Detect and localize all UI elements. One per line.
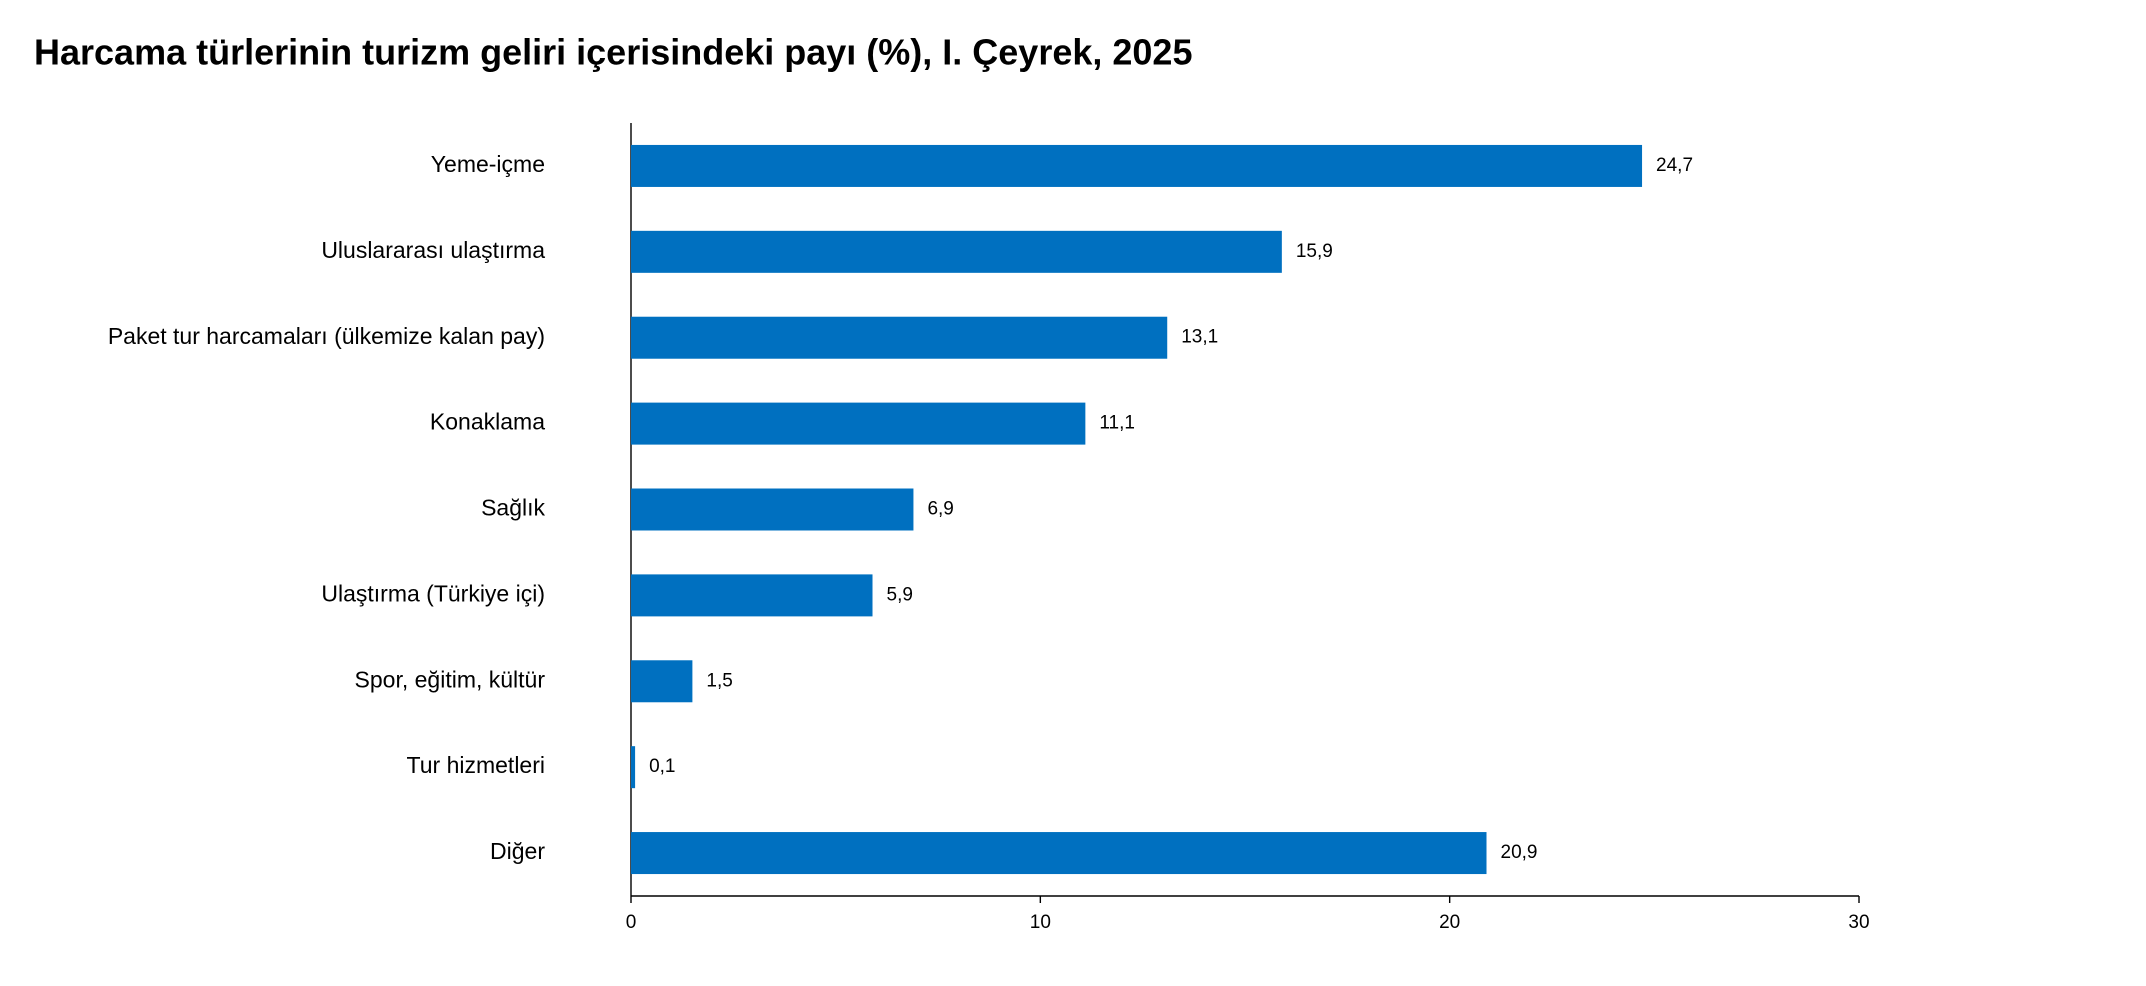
value-label: 5,9 xyxy=(887,584,913,605)
value-label: 6,9 xyxy=(927,499,953,520)
value-label: 11,1 xyxy=(1099,413,1135,434)
y-tick-label: Diğer xyxy=(490,838,545,864)
y-tick-label: Paket tur harcamaları (ülkemize kalan pa… xyxy=(108,323,545,349)
x-tick-label: 30 xyxy=(1848,912,1869,933)
bar xyxy=(631,402,1086,445)
value-label: 24,7 xyxy=(1656,155,1693,176)
y-tick-label: Tur hizmetleri xyxy=(407,752,545,778)
y-tick-label: Konaklama xyxy=(430,409,545,435)
bar xyxy=(631,574,873,617)
y-tick-label: Spor, eğitim, kültür xyxy=(355,666,546,692)
y-tick-label: Sağlık xyxy=(481,495,545,521)
bar xyxy=(631,660,693,703)
bar xyxy=(631,316,1168,359)
x-tick-label: 20 xyxy=(1439,912,1460,933)
bar xyxy=(631,746,636,789)
y-tick-label: Yeme-içme xyxy=(431,151,545,177)
bar xyxy=(631,230,1282,273)
value-label: 13,1 xyxy=(1181,327,1218,348)
bar xyxy=(631,488,914,531)
y-tick-label: Uluslararası ulaştırma xyxy=(321,237,545,263)
value-label: 15,9 xyxy=(1296,241,1333,262)
x-tick-label: 0 xyxy=(626,912,637,933)
value-label: 20,9 xyxy=(1501,842,1538,863)
x-tick-label: 10 xyxy=(1030,912,1051,933)
value-label: 0,1 xyxy=(649,756,675,777)
y-tick-label: Ulaştırma (Türkiye içi) xyxy=(321,580,545,606)
bar xyxy=(631,832,1487,875)
chart-title: Harcama türlerinin turizm geliri içerisi… xyxy=(34,32,1192,73)
value-label: 1,5 xyxy=(706,670,732,691)
bar xyxy=(631,144,1643,187)
